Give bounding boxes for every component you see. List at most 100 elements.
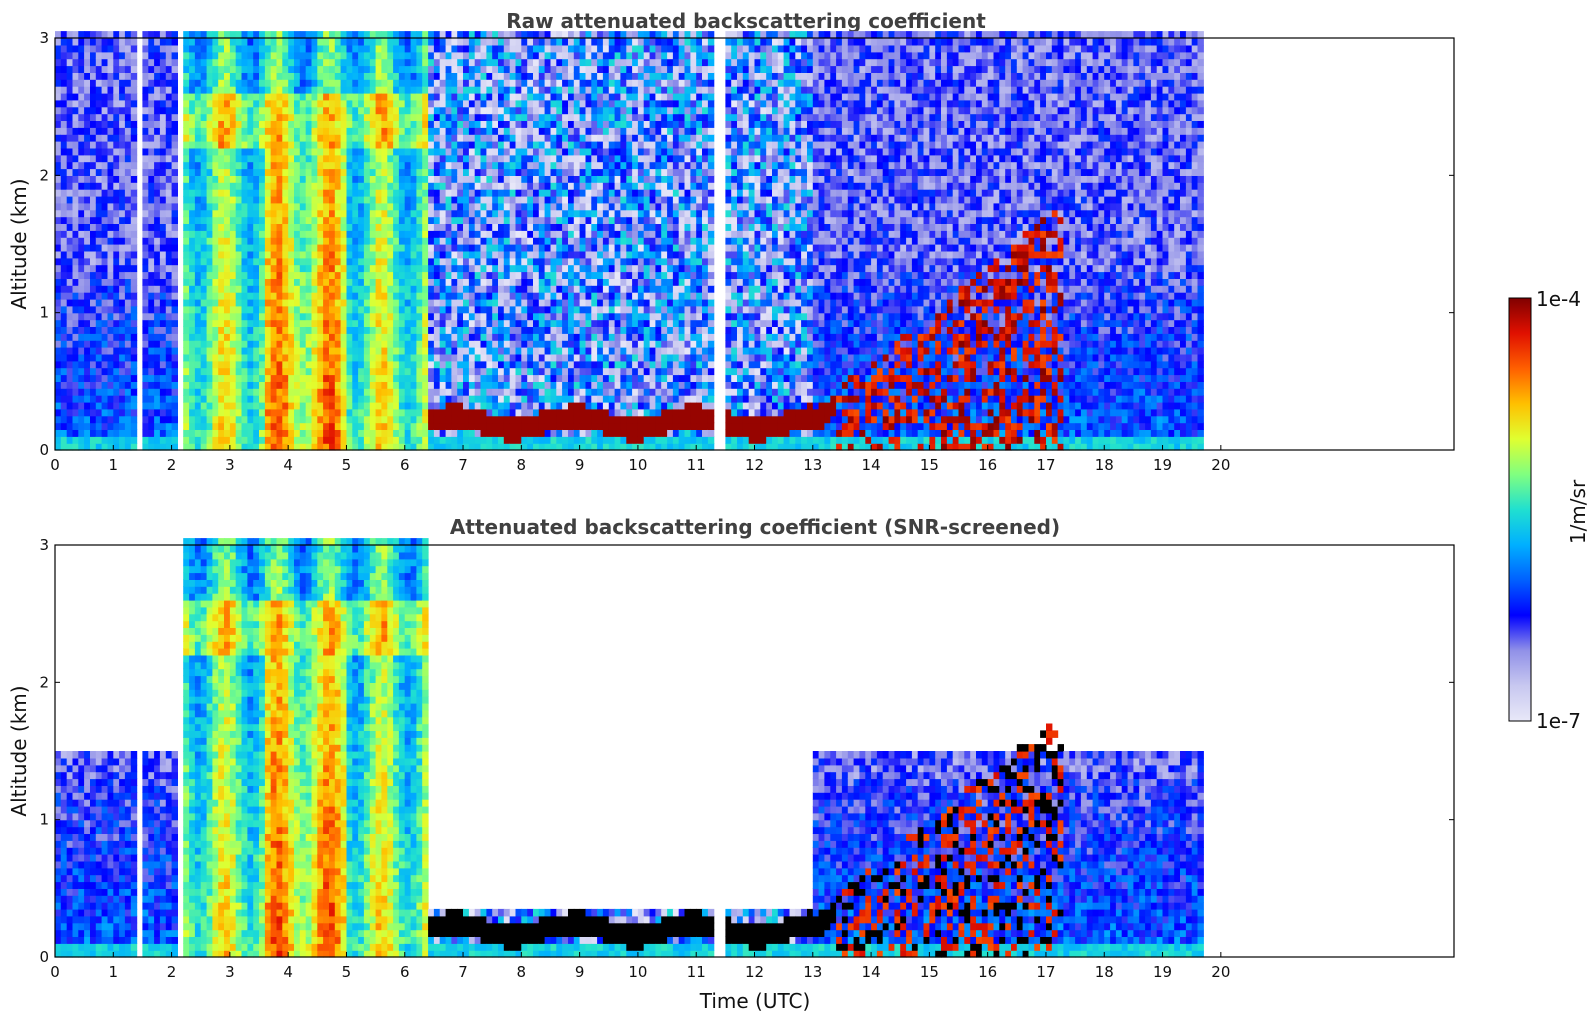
- heatmap-cell: [224, 367, 231, 376]
- heatmap-cell: [346, 168, 353, 176]
- heatmap-cell: [194, 436, 202, 444]
- heatmap-cell: [334, 367, 342, 376]
- heatmap-cell: [474, 347, 482, 355]
- heatmap-cell: [515, 44, 522, 53]
- heatmap-cell: [404, 271, 412, 279]
- heatmap-cell: [334, 250, 342, 259]
- heatmap-cell: [60, 99, 68, 108]
- heatmap-cell: [142, 113, 149, 121]
- heatmap-cell: [305, 257, 313, 266]
- heatmap-cell: [72, 147, 79, 156]
- heatmap-cell: [72, 292, 79, 300]
- heatmap-cell: [323, 388, 330, 396]
- heatmap-cell: [171, 168, 178, 176]
- heatmap-cell: [457, 120, 464, 128]
- heatmap-cell: [194, 326, 202, 334]
- heatmap-cell: [66, 120, 74, 128]
- heatmap-cell: [130, 264, 138, 273]
- heatmap-cell: [165, 216, 173, 224]
- heatmap-cell: [119, 237, 126, 245]
- heatmap-cell: [264, 223, 272, 231]
- heatmap-cell: [398, 395, 406, 403]
- heatmap-cell: [235, 250, 243, 259]
- heatmap-cell: [439, 429, 447, 437]
- heatmap-cell: [334, 278, 342, 286]
- heatmap-cell: [200, 381, 208, 389]
- heatmap-cell: [165, 147, 173, 156]
- heatmap-cell: [381, 86, 388, 94]
- heatmap-cell: [200, 106, 208, 115]
- heatmap-cell: [200, 244, 208, 252]
- heatmap-cell: [235, 79, 243, 87]
- heatmap-cell: [66, 223, 74, 231]
- heatmap-cell: [294, 319, 301, 327]
- heatmap-cell: [253, 147, 260, 156]
- heatmap-cell: [66, 422, 74, 430]
- heatmap-cell: [124, 161, 132, 170]
- heatmap-cell: [457, 99, 464, 108]
- heatmap-cell: [154, 86, 161, 94]
- heatmap-cell: [538, 237, 546, 245]
- heatmap-cell: [113, 209, 120, 218]
- heatmap-cell: [468, 401, 476, 410]
- heatmap-cell: [387, 51, 394, 60]
- heatmap-cell: [130, 168, 138, 176]
- heatmap-cell: [521, 106, 528, 115]
- heatmap-cell: [165, 326, 173, 334]
- heatmap-cell: [241, 443, 248, 451]
- heatmap-cell: [282, 58, 289, 67]
- heatmap-cell: [148, 401, 155, 410]
- heatmap-cell: [387, 120, 394, 128]
- heatmap-cell: [294, 58, 301, 67]
- heatmap-cell: [259, 230, 266, 238]
- heatmap-cell: [363, 120, 371, 128]
- heatmap-cell: [329, 250, 336, 259]
- heatmap-cell: [463, 422, 470, 430]
- heatmap-cell: [159, 38, 167, 46]
- heatmap-cell: [119, 278, 126, 286]
- heatmap-cell: [90, 38, 97, 46]
- heatmap-cell: [78, 333, 85, 341]
- heatmap-cell: [229, 79, 237, 87]
- heatmap-cell: [189, 381, 196, 389]
- heatmap-cell: [457, 230, 464, 238]
- heatmap-cell: [352, 422, 359, 430]
- heatmap-cell: [200, 154, 208, 163]
- heatmap-cell: [189, 367, 196, 376]
- heatmap-cell: [375, 106, 382, 115]
- heatmap-cell: [433, 257, 441, 266]
- heatmap-cell: [72, 429, 79, 437]
- heatmap-cell: [60, 264, 68, 273]
- heatmap-cell: [55, 415, 62, 424]
- heatmap-cell: [247, 312, 254, 321]
- heatmap-cell: [387, 99, 394, 108]
- heatmap-cell: [55, 360, 62, 369]
- heatmap-cell: [393, 175, 400, 183]
- heatmap-cell: [346, 147, 353, 156]
- heatmap-cell: [165, 120, 173, 128]
- heatmap-cell: [381, 285, 388, 293]
- heatmap-cell: [130, 401, 138, 410]
- heatmap-cell: [509, 99, 517, 108]
- heatmap-cell: [404, 31, 412, 39]
- heatmap-cell: [113, 388, 120, 396]
- heatmap-cell: [130, 443, 138, 451]
- heatmap-cell: [410, 436, 417, 444]
- heatmap-cell: [317, 429, 324, 437]
- heatmap-cell: [404, 189, 412, 197]
- heatmap-cell: [142, 244, 149, 252]
- heatmap-cell: [498, 415, 505, 424]
- heatmap-cell: [294, 141, 301, 149]
- heatmap-cell: [229, 106, 237, 115]
- heatmap-cell: [200, 44, 208, 53]
- heatmap-cell: [90, 175, 97, 183]
- heatmap-cell: [474, 326, 482, 334]
- heatmap-cell: [445, 374, 452, 382]
- heatmap-cell: [235, 44, 243, 53]
- heatmap-cell: [218, 58, 225, 67]
- heatmap-cell: [369, 51, 377, 60]
- heatmap-cell: [521, 381, 528, 389]
- heatmap-cell: [189, 154, 196, 163]
- heatmap-cell: [270, 72, 278, 80]
- heatmap-cell: [463, 292, 470, 300]
